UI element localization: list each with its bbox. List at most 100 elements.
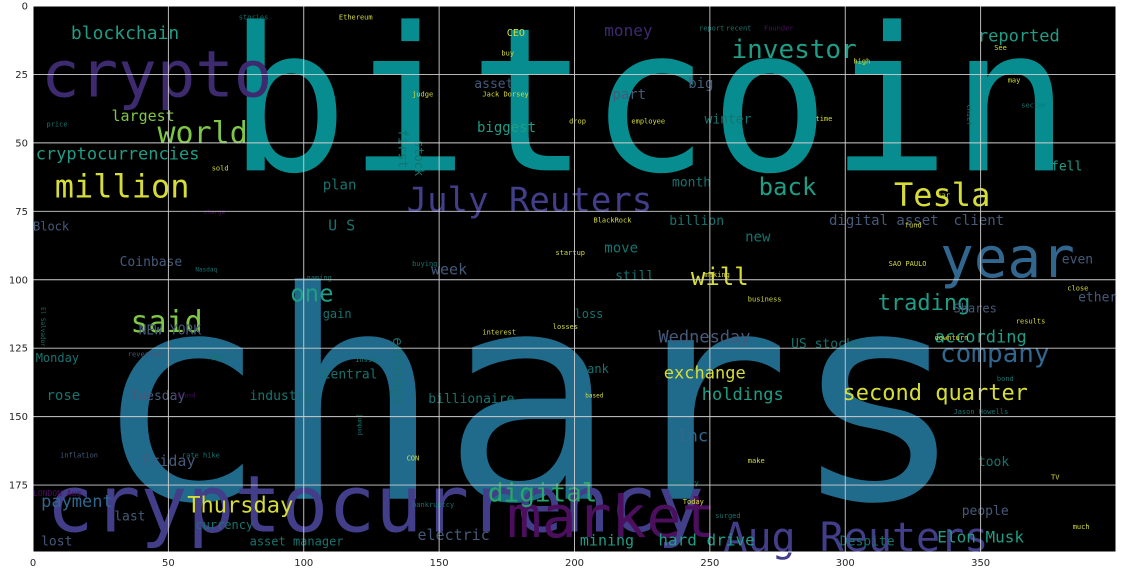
word-even: even	[1062, 252, 1093, 267]
word-july-reuters: July Reuters	[407, 180, 653, 220]
word-central: Central	[323, 367, 378, 382]
word-shares: Shares	[954, 302, 997, 316]
word-con: CON	[407, 454, 420, 462]
word-month: month	[672, 176, 711, 191]
word-part: part	[612, 87, 646, 103]
x-tick-label: 100	[294, 558, 313, 569]
word-billionaire: billionaire	[428, 392, 514, 407]
y-tick-label: 100	[9, 275, 28, 286]
word-based: based	[585, 393, 603, 400]
word-fell: fell	[1051, 159, 1082, 174]
word-exchange: exchange	[664, 363, 746, 383]
word-price: price	[47, 120, 68, 128]
word-founder: Founder	[764, 25, 794, 33]
word-quarter: quarter	[209, 353, 239, 361]
word-sao-paulo: SAO PAULO	[889, 260, 927, 268]
word-one: one	[290, 280, 333, 308]
word-employee: employee	[631, 118, 665, 126]
word-interest: interest	[482, 329, 516, 337]
word-holdings: holdings	[702, 385, 784, 405]
x-tick-label: 0	[30, 558, 36, 569]
word-biggest: biggest	[477, 120, 536, 136]
word-winter: winter	[705, 113, 752, 128]
word-still: still	[615, 269, 654, 284]
word-close: close	[1067, 285, 1088, 293]
word-despite: Despite	[840, 534, 895, 549]
word-london-aug: LONDON Aug	[33, 489, 81, 498]
word-second: second	[174, 393, 196, 400]
word-today: Today	[683, 498, 704, 506]
word-said: said	[131, 305, 203, 340]
word-surged: surged	[715, 512, 740, 520]
word-country: country	[669, 479, 699, 487]
word-last: last	[114, 510, 145, 525]
word-billion: billion	[669, 214, 724, 229]
word-tv: TV	[1051, 474, 1060, 482]
word-chars: chars	[93, 231, 966, 568]
word-results: results	[1016, 318, 1046, 326]
word-reported: reported	[978, 27, 1060, 47]
word-cryptocurrency: cryptocurrency	[47, 461, 704, 551]
word-will: will	[691, 263, 749, 291]
word-block: Block	[33, 220, 70, 234]
word-hard-drive: hard drive	[658, 530, 754, 549]
word-tuesday: Tuesday	[131, 389, 186, 404]
word-jack-dorsey: Jack Dorsey	[482, 90, 528, 98]
word-asset-manager: asset manager	[250, 534, 344, 548]
word-nasdaq: Nasdaq	[195, 267, 217, 274]
word-aug-reuters: Aug Reuters	[723, 515, 988, 561]
y-tick-label: 150	[9, 412, 28, 423]
word-charge: charge	[204, 209, 226, 216]
word-second-quarter: second quarter	[843, 381, 1028, 406]
word-much: much	[1073, 523, 1090, 531]
word-world: world	[158, 116, 248, 151]
word-rate-hike: rate hike	[182, 452, 220, 460]
word-ethereum: Ethereum	[339, 14, 373, 22]
y-tick-label: 25	[15, 70, 28, 81]
word-inc: Inc	[677, 426, 708, 446]
word-blockchain: blockchain	[71, 23, 179, 44]
word-revealed: revealed	[128, 350, 162, 358]
word-move: move	[604, 240, 638, 256]
word-asset: asset	[474, 77, 513, 92]
word-stock: stock	[412, 140, 426, 177]
word-u-s: U S	[328, 217, 355, 235]
word-jumped: jumped	[356, 414, 363, 436]
word-took: took	[978, 455, 1009, 470]
word-market: market	[507, 483, 717, 551]
word-mining: mining	[580, 531, 634, 549]
word-digital: digital	[488, 479, 598, 509]
word-see: See	[994, 44, 1007, 52]
word-currency: currency	[195, 518, 253, 532]
word-industry: industry	[250, 389, 313, 404]
y-tick-label: 0	[22, 2, 28, 13]
word-judge: judge	[412, 90, 433, 98]
word-chief: chief	[965, 105, 973, 126]
word-high: high	[853, 58, 870, 66]
word-sector: sector	[1021, 101, 1046, 109]
word-blackrock: BlackRock	[594, 216, 633, 224]
word-make: make	[748, 457, 765, 465]
word-lost: lost	[41, 534, 72, 549]
word-cryptocurrencies: cryptocurrencies	[36, 144, 200, 164]
word-stories: stories	[239, 14, 269, 22]
word-ether: ether	[1078, 291, 1117, 306]
y-axis-ticks: 0 25 50 75 100 125 150 175	[9, 2, 28, 492]
x-tick-label: 150	[430, 558, 449, 569]
word-loss: loss	[575, 307, 604, 321]
word-client: client	[954, 213, 1005, 229]
word-coinbase: Coinbase	[120, 255, 183, 270]
word-ceo: CEO	[507, 28, 525, 39]
word-digital-asset: digital asset	[829, 213, 939, 229]
word-largest: largest	[112, 107, 175, 125]
word-big: big	[688, 76, 713, 92]
word-plan: plan	[323, 177, 357, 193]
word-year: year	[940, 226, 1075, 291]
word-recent: recent	[726, 25, 751, 33]
word-startup: startup	[556, 249, 586, 257]
word-tesla: Tesla	[894, 176, 990, 214]
word-bond: bond	[997, 375, 1014, 383]
y-tick-label: 175	[9, 481, 28, 492]
